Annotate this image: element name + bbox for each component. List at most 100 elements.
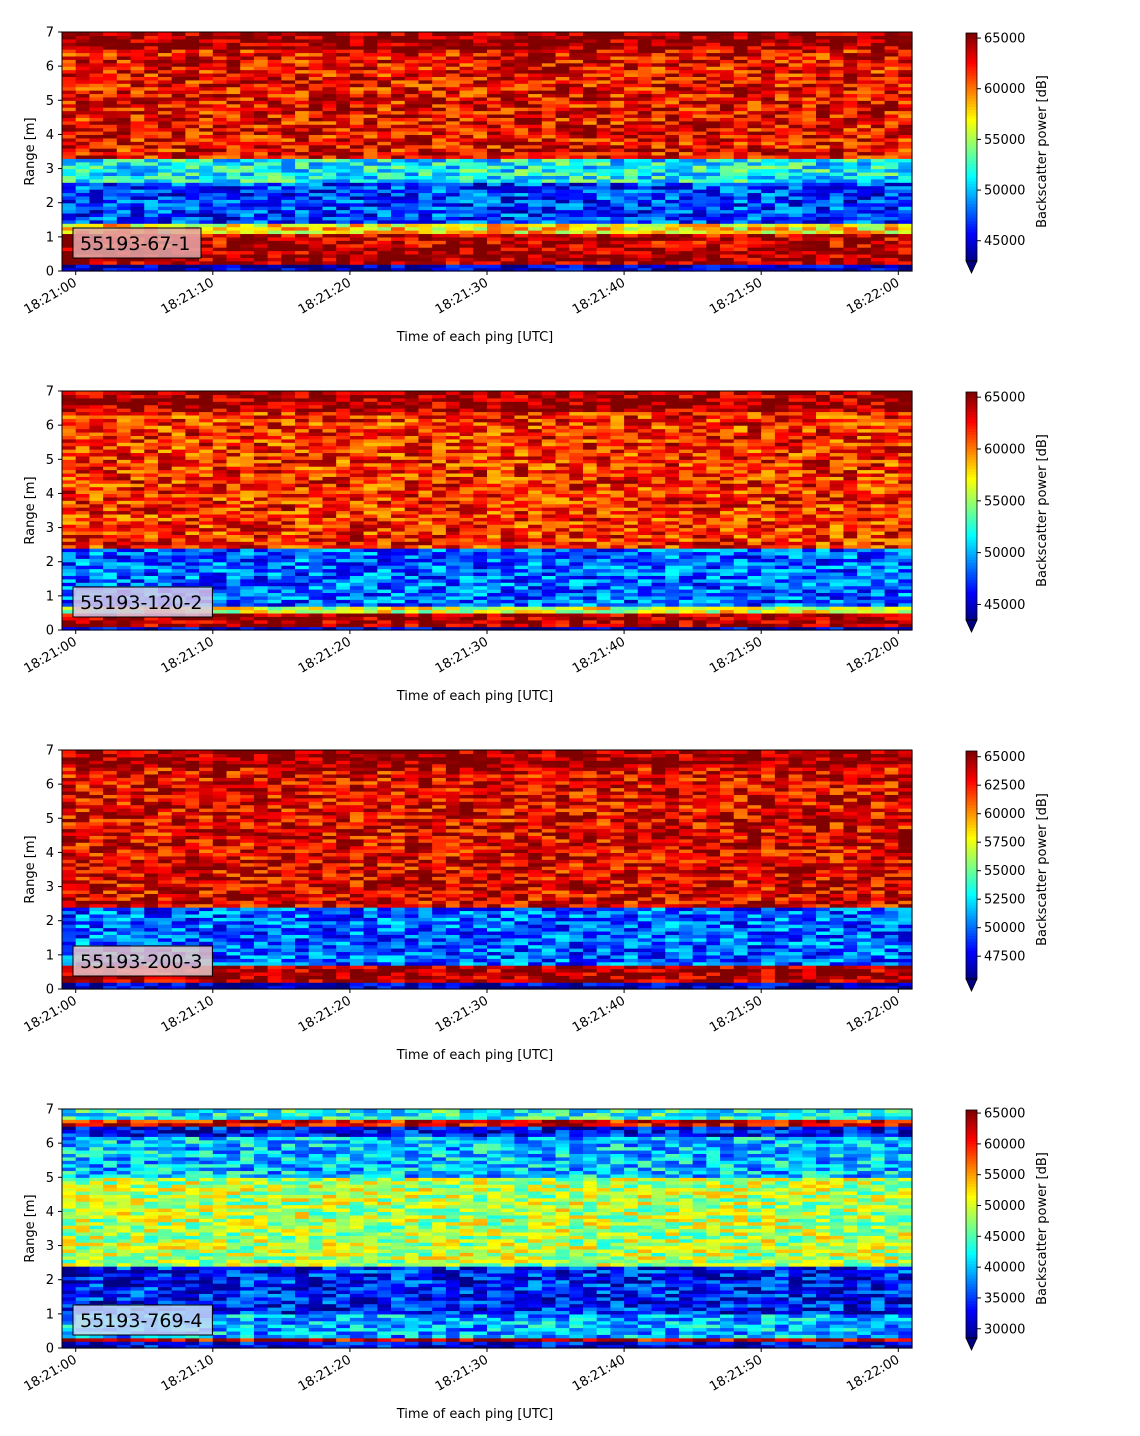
colorbar-tick-label: 47500 — [984, 950, 1025, 965]
x-axis-label: Time of each ping [UTC] — [396, 1407, 554, 1422]
y-tick-label: 6 — [46, 778, 54, 793]
y-tick-label: 4 — [46, 128, 54, 143]
y-tick-label: 5 — [46, 94, 54, 109]
panel-4: 0 1 2 3 4 5 6 7 Range [m] 18:21:00 18:21:10 18:21:2… — [22, 1103, 1050, 1423]
y-tick-label: 2 — [46, 1273, 54, 1288]
x-tick-label: 18:21:30 — [433, 634, 491, 676]
y-tick-label: 1 — [46, 1307, 54, 1322]
x-tick-label: 18:21:40 — [570, 993, 628, 1035]
colorbar-tick-label: 40000 — [984, 1261, 1025, 1276]
annotation-frame — [72, 227, 202, 259]
x-tick-label: 18:22:00 — [844, 634, 902, 676]
colorbar-tick-label: 50000 — [984, 921, 1025, 936]
x-tick-label: 18:21:00 — [22, 993, 80, 1035]
x-tick-label: 18:21:50 — [707, 1352, 765, 1394]
colorbar-tick-label: 65000 — [984, 32, 1025, 47]
colorbar-tick-label: 45000 — [984, 1230, 1025, 1245]
x-tick-label: 18:21:50 — [707, 634, 765, 676]
x-axis-label: Time of each ping [UTC] — [396, 689, 554, 704]
colorbar: 45000 50000 55000 60000 65000 Backscatter pow… — [965, 391, 1050, 633]
y-tick-label: 2 — [46, 914, 54, 929]
annotation-label: 55193-120-2 — [80, 592, 203, 614]
x-tick-label: 18:21:00 — [22, 634, 80, 676]
y-tick-label: 2 — [46, 196, 54, 211]
annotation-label: 55193-769-4 — [80, 1310, 203, 1332]
y-tick-label: 1 — [46, 589, 54, 604]
heatmap-cells — [62, 1109, 913, 1349]
x-tick-label: 18:22:00 — [844, 275, 902, 317]
x-tick-label: 18:21:20 — [296, 275, 354, 317]
x-tick-label: 18:21:10 — [159, 634, 217, 676]
colorbar-tick-label: 57500 — [984, 836, 1025, 851]
y-tick-label: 0 — [46, 265, 54, 280]
colorbar-tick-label: 30000 — [984, 1322, 1025, 1337]
colorbar-tick-label: 65000 — [984, 391, 1025, 406]
colorbar-tick-label: 45000 — [984, 234, 1025, 249]
annotation-frame — [72, 586, 213, 618]
colorbar-tick-label: 45000 — [984, 598, 1025, 613]
colorbar-tick-label: 60000 — [984, 443, 1025, 458]
y-tick-label: 2 — [46, 555, 54, 570]
y-tick-label: 5 — [46, 812, 54, 827]
annotation-box: 55193-200-3 — [72, 945, 213, 977]
colorbar: 30000 35000 40000 45000 50000 55000 60000 65000… — [965, 1107, 1050, 1351]
x-tick-label: 18:21:50 — [707, 993, 765, 1035]
x-tick-label: 18:21:30 — [433, 275, 491, 317]
y-tick-label: 4 — [46, 846, 54, 861]
colorbar-label: Backscatter power [dB] — [1035, 75, 1050, 228]
y-tick-label: 1 — [46, 230, 54, 245]
y-axis-label: Range [m] — [23, 117, 38, 185]
heatmap-cells — [62, 32, 913, 272]
colorbar-extend-arrow — [965, 619, 978, 633]
colorbar: 47500 50000 52500 55000 57500 60000 62500 65000… — [965, 750, 1050, 992]
panel-2: 0 1 2 3 4 5 6 7 Range [m] 18:21:00 18:21:10 18:21:2… — [22, 385, 1050, 705]
x-tick-label: 18:21:40 — [570, 634, 628, 676]
colorbar-tick-label: 60000 — [984, 1137, 1025, 1152]
colorbar-tick-label: 60000 — [984, 82, 1025, 97]
colorbar-extend-arrow — [965, 978, 978, 992]
colorbar: 45000 50000 55000 60000 65000 Backscatter pow… — [965, 32, 1050, 274]
heatmap-cells — [62, 750, 913, 990]
panel-3: 0 1 2 3 4 5 6 7 Range [m] 18:21:00 18:21:10 18:21:2… — [22, 744, 1050, 1064]
x-tick-label: 18:22:00 — [844, 993, 902, 1035]
y-tick-label: 7 — [46, 744, 54, 759]
y-axis-label: Range [m] — [23, 1194, 38, 1262]
annotation-frame — [72, 945, 213, 977]
y-tick-label: 0 — [46, 624, 54, 639]
y-tick-label: 1 — [46, 948, 54, 963]
y-axis-label: Range [m] — [23, 835, 38, 903]
y-tick-label: 7 — [46, 385, 54, 400]
y-tick-label: 5 — [46, 1171, 54, 1186]
x-tick-label: 18:21:30 — [433, 1352, 491, 1394]
y-tick-label: 7 — [46, 26, 54, 41]
colorbar-tick-label: 50000 — [984, 184, 1025, 199]
colorbar-label: Backscatter power [dB] — [1035, 434, 1050, 587]
colorbar-tick-label: 55000 — [984, 864, 1025, 879]
y-axis-label: Range [m] — [23, 476, 38, 544]
x-tick-label: 18:21:10 — [159, 993, 217, 1035]
annotation-box: 55193-769-4 — [72, 1304, 213, 1336]
y-tick-label: 5 — [46, 453, 54, 468]
colorbar-tick-label: 55000 — [984, 494, 1025, 509]
y-tick-label: 3 — [46, 880, 54, 895]
colorbar-tick-label: 52500 — [984, 893, 1025, 908]
annotation-label: 55193-200-3 — [80, 951, 203, 973]
x-tick-label: 18:21:30 — [433, 993, 491, 1035]
x-axis-label: Time of each ping [UTC] — [396, 1048, 554, 1063]
colorbar-tick-label: 55000 — [984, 1168, 1025, 1183]
colorbar-frame — [965, 391, 978, 621]
y-tick-label: 4 — [46, 1205, 54, 1220]
colorbar-tick-label: 50000 — [984, 1199, 1025, 1214]
colorbar-tick-label: 60000 — [984, 807, 1025, 822]
x-tick-label: 18:21:50 — [707, 275, 765, 317]
annotation-box: 55193-120-2 — [72, 586, 213, 618]
y-tick-label: 0 — [46, 1342, 54, 1357]
y-tick-label: 6 — [46, 1137, 54, 1152]
panel-1: 0 1 2 3 4 5 6 7 Range [m] 18:21:00 18:21:10 18:21:2… — [22, 26, 1050, 346]
x-tick-label: 18:21:00 — [22, 1352, 80, 1394]
x-tick-label: 18:21:40 — [570, 275, 628, 317]
colorbar-frame — [965, 750, 978, 980]
y-tick-label: 3 — [46, 162, 54, 177]
colorbar-tick-label: 55000 — [984, 133, 1025, 148]
